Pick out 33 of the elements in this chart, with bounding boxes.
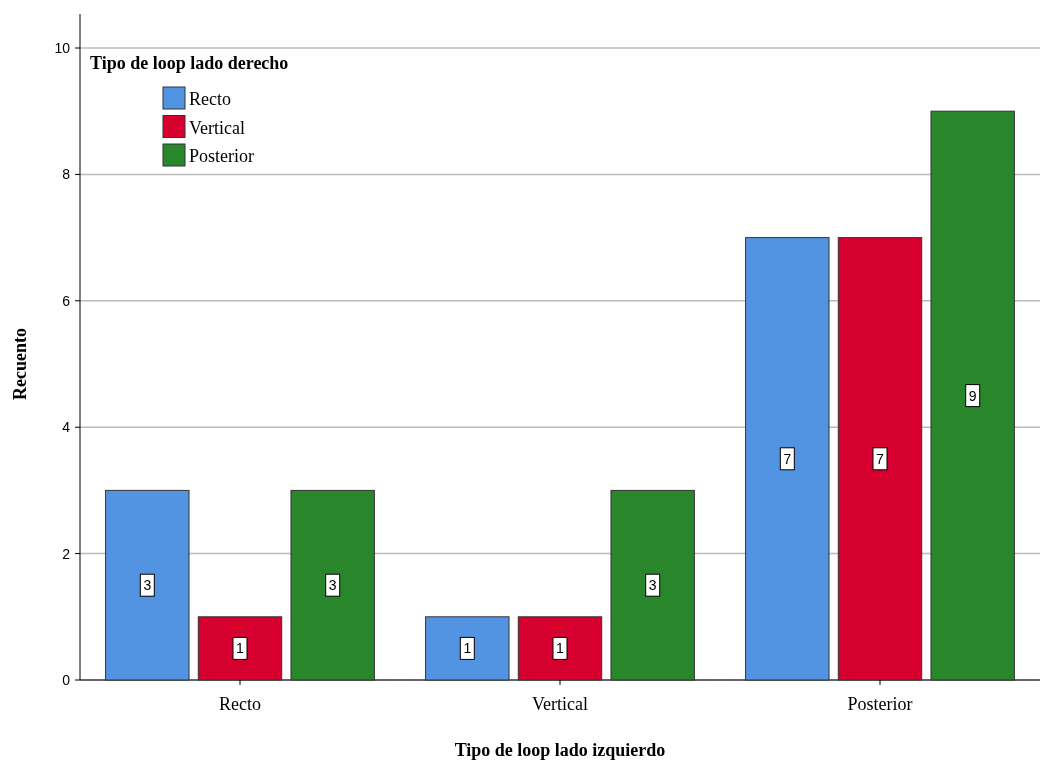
data-label: 9 (968, 387, 977, 404)
y-tick-label: 2 (62, 545, 71, 562)
bar (517, 616, 603, 681)
legend-title: Tipo de loop lado derecho (90, 53, 289, 73)
y-tick-label: 8 (62, 166, 71, 183)
bar (930, 110, 1015, 681)
data-label: 7 (783, 450, 792, 467)
data-label: 3 (143, 577, 152, 594)
legend-label: Posterior (189, 146, 254, 166)
x-tick-label: Recto (219, 694, 261, 714)
legend-label: Vertical (189, 117, 245, 138)
y-tick-label: 6 (62, 292, 71, 309)
bar (610, 489, 695, 681)
data-label: 3 (328, 577, 337, 594)
y-tick-label: 4 (62, 419, 71, 436)
x-axis-title: Tipo de loop lado izquierdo (454, 740, 666, 760)
data-label: 1 (463, 640, 472, 657)
data-label: 1 (236, 640, 245, 657)
bar (197, 616, 283, 681)
bar (745, 237, 830, 681)
bar (290, 489, 375, 681)
y-axis-title: Recuento (10, 328, 30, 400)
x-tick-label: Posterior (847, 694, 913, 714)
x-tick-label: Vertical (532, 694, 588, 714)
y-tick-label: 0 (62, 672, 71, 688)
data-label: 7 (876, 450, 885, 467)
legend-label: Recto (189, 89, 231, 109)
bar (837, 237, 923, 681)
y-tick-label: 10 (54, 40, 71, 56)
data-label: 3 (648, 577, 657, 594)
data-label: 1 (556, 640, 565, 657)
bar (105, 489, 190, 681)
bar (425, 616, 510, 681)
